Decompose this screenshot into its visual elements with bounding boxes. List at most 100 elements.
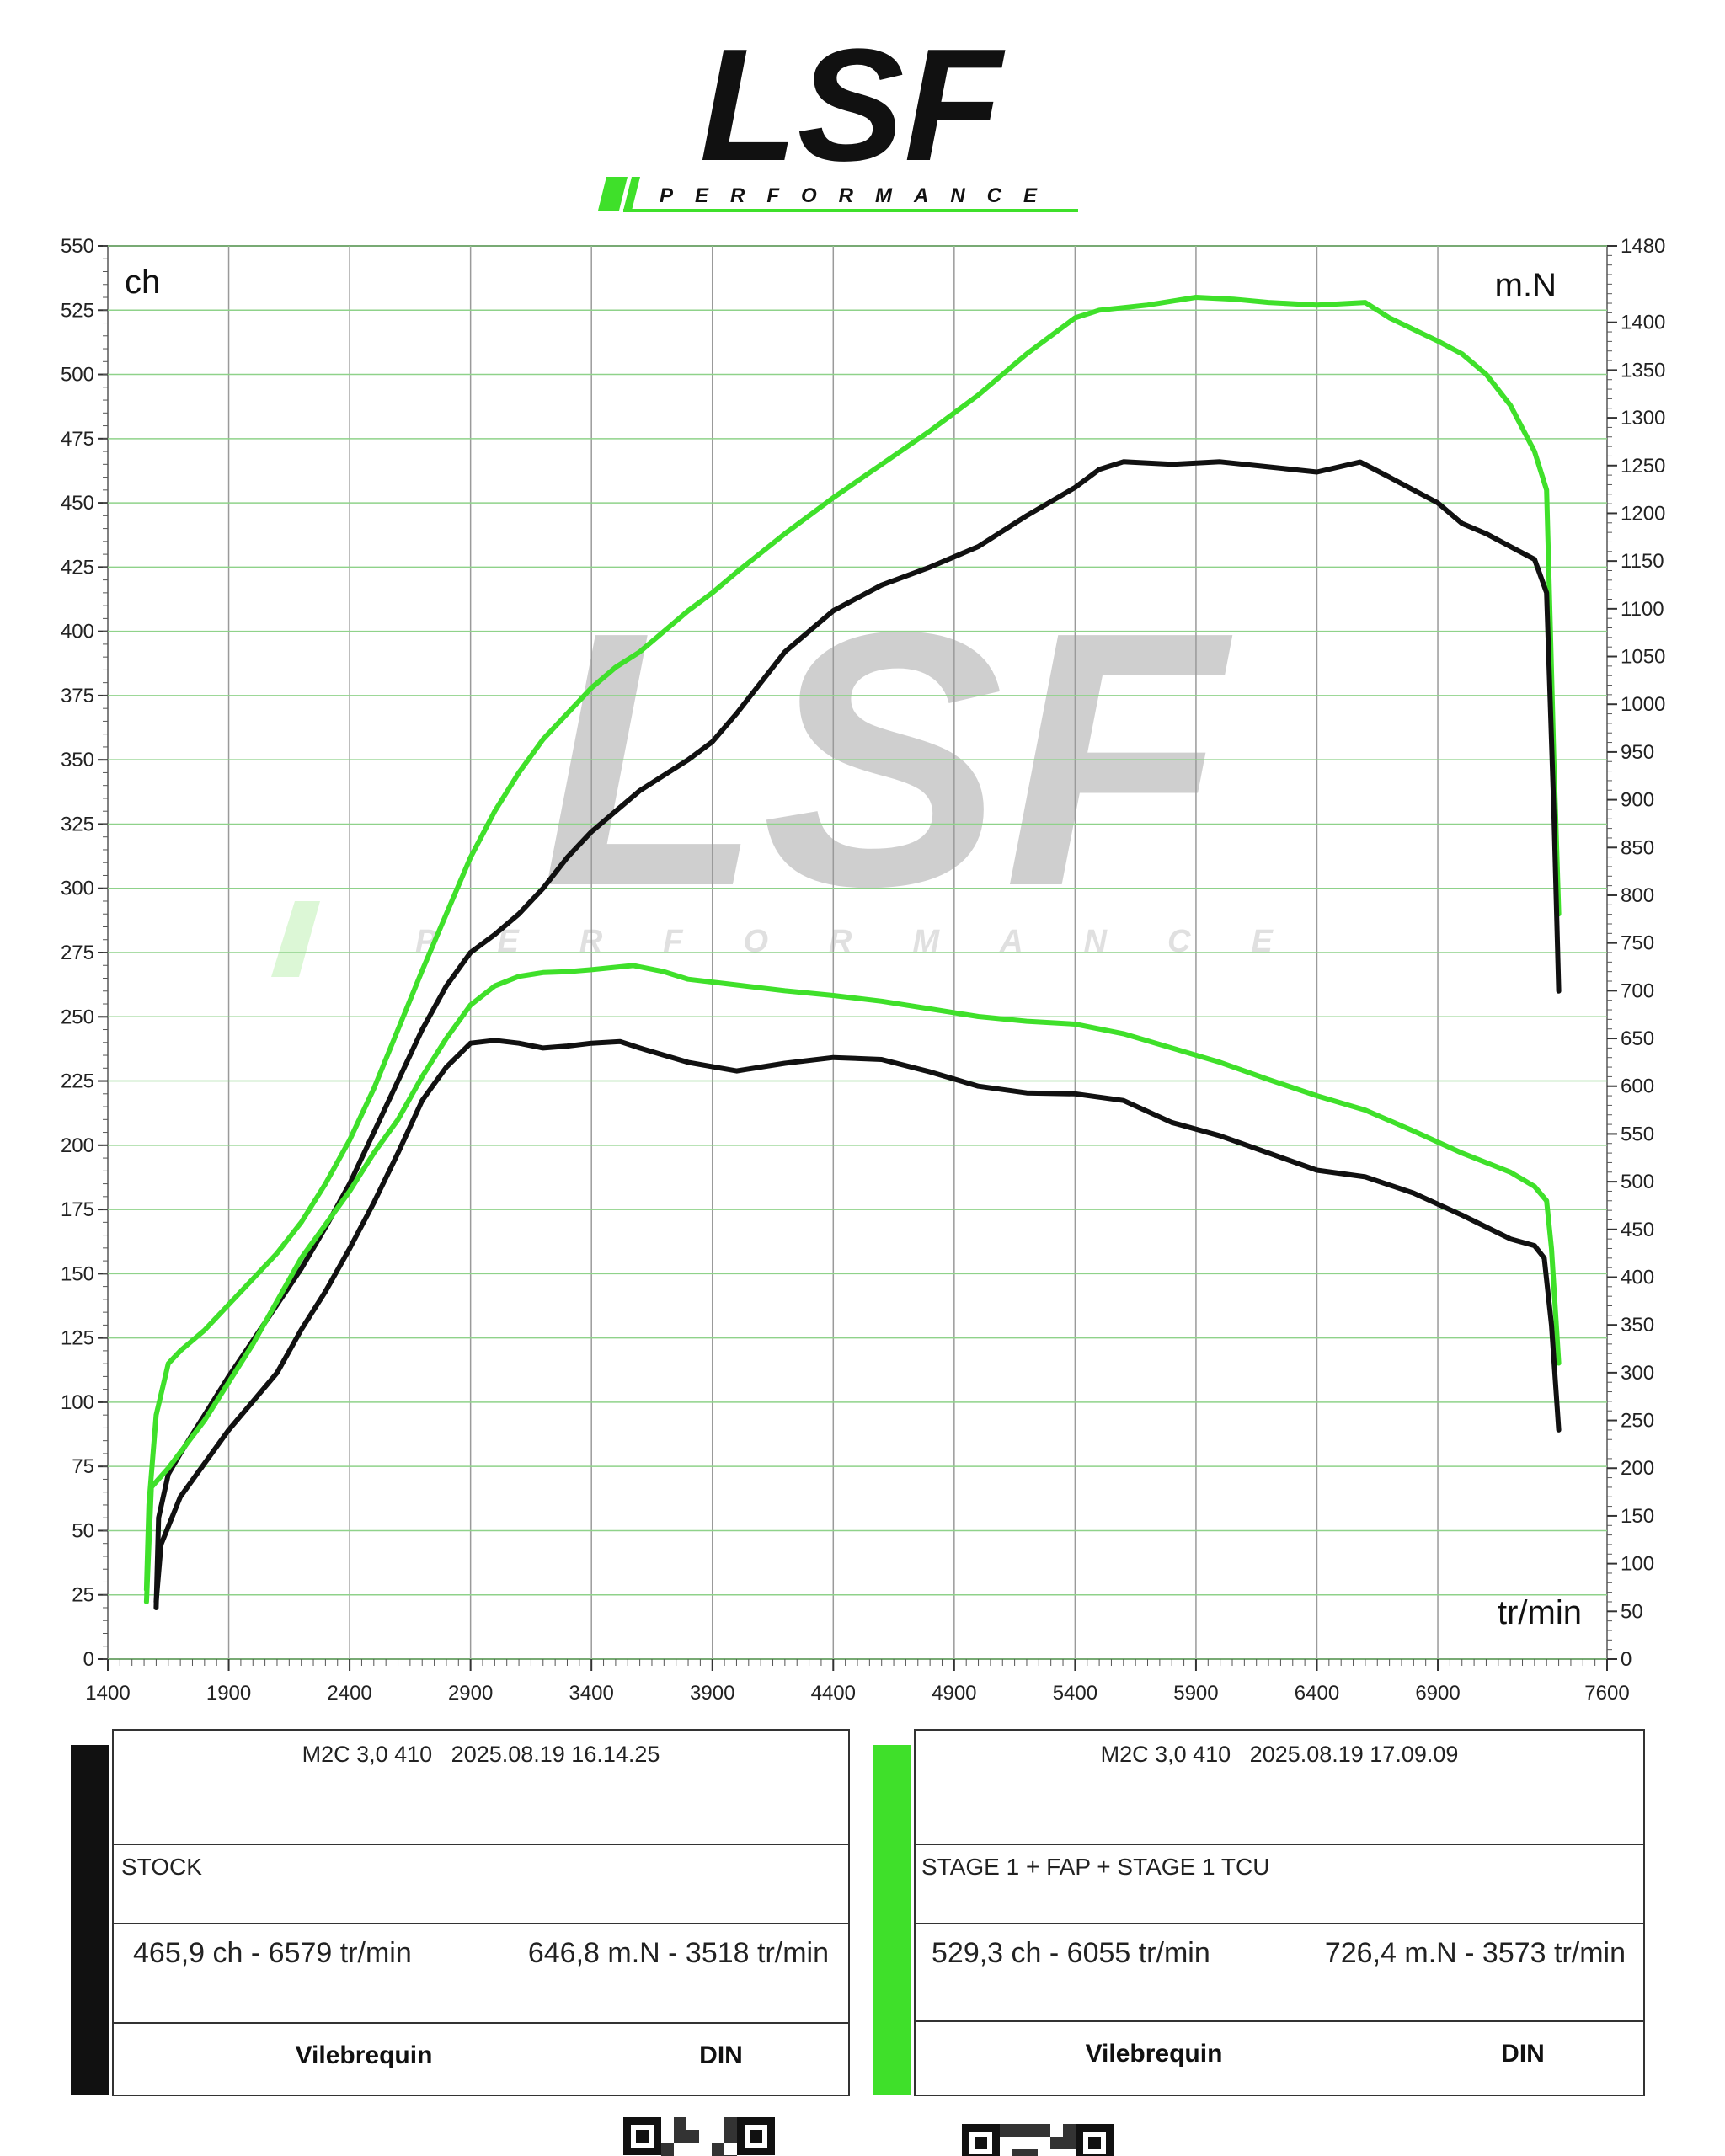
qr-code-icon [623,2117,775,2156]
qr-module [1025,2149,1038,2156]
y-left-tick-label: 325 [61,813,94,835]
y-right-tick-label: 600 [1621,1075,1654,1098]
y-left-tick-label: 225 [61,1070,94,1093]
y-right-tick-label: 500 [1621,1171,1654,1193]
x-tick-label: 4400 [811,1682,856,1705]
result-max-torque: 726,4 m.N - 3573 tr/min [1325,1937,1626,1969]
y-right-tick-label: 950 [1621,741,1654,764]
series-stage1-torque [143,963,1562,1604]
y-right-tick-label: 1480 [1621,235,1665,258]
logo-accent-icon [598,177,628,211]
x-tick-label: 6900 [1415,1682,1460,1705]
series-stage1-power [143,295,1562,1593]
x-tick-label: 3400 [569,1682,613,1705]
qr-module [686,2130,699,2143]
result-box-stock: M2C 3,0 410 2025.08.19 16.14.25 STOCK 46… [71,1729,850,2096]
series-lines [143,295,1562,1610]
result-header: M2C 3,0 410 2025.08.19 17.09.09 [1101,1742,1459,1767]
qr-module [1038,2124,1050,2137]
result-panel [112,1729,850,2096]
y-left-tick-label: 175 [61,1198,94,1221]
y-right-tick-label: 1300 [1621,407,1665,430]
qr-module [1000,2124,1012,2137]
x-tick-label: 3900 [690,1682,734,1705]
result-max-torque: 646,8 m.N - 3518 tr/min [528,1937,829,1969]
logo-tagline: PERFORMANCE [660,184,1059,207]
result-swatch [873,1745,911,2095]
result-run-name: STOCK [121,1854,202,1880]
qr-finder-dot [1088,2137,1101,2149]
y-right-unit-label: m.N [1495,267,1557,304]
result-panel [914,1729,1645,2096]
qr-module [1025,2124,1038,2137]
y-left-tick-label: 475 [61,428,94,451]
result-swatch [71,1745,109,2095]
series-stock-torque [153,1038,1562,1604]
result-box-stage1: M2C 3,0 410 2025.08.19 17.09.09 STAGE 1 … [873,1729,1645,2096]
y-left-tick-label: 525 [61,299,94,322]
y-left-tick-label: 100 [61,1391,94,1414]
y-left-tick-label: 400 [61,621,94,643]
dyno-chart: LSF PERFORMANCE 1400 1900 2400 2900 3400 3900… [61,235,1665,1705]
y-right-tick-label: 650 [1621,1027,1654,1050]
qr-module [1012,2149,1025,2156]
y-right-tick-label: 900 [1621,789,1654,812]
result-header: M2C 3,0 410 2025.08.19 16.14.25 [302,1742,660,1767]
x-tick-label: 1900 [206,1682,251,1705]
result-max-power: 465,9 ch - 6579 tr/min [133,1937,412,1969]
x-tick-label: 1400 [85,1682,130,1705]
y-left-tick-label: 150 [61,1262,94,1285]
y-left-tick-label: 275 [61,942,94,964]
y-right-tick-labels: 0 50 100 150 200 250 300 350 400 450 500 550 600 650 7… [1621,235,1665,1671]
y-right-tick-label: 550 [1621,1123,1654,1145]
qr-module [1063,2137,1076,2149]
y-left-tick-label: 550 [61,235,94,258]
y-right-tick-label: 800 [1621,884,1654,907]
y-right-tick-label: 150 [1621,1505,1654,1528]
result-measure-point: Vilebrequin [296,2041,433,2069]
qr-module [674,2130,686,2143]
qr-module [1012,2124,1025,2137]
qr-finder-dot [750,2130,762,2143]
y-right-tick-label: 700 [1621,979,1654,1002]
top-logo: LSF PERFORMANCE [598,16,1078,212]
y-right-tick-label: 1250 [1621,455,1665,478]
x-tick-label: 6400 [1295,1682,1339,1705]
y-left-tick-label: 375 [61,685,94,707]
result-measure-point: Vilebrequin [1086,2040,1223,2068]
y-right-tick-label: 300 [1621,1362,1654,1385]
x-tick-label: 5900 [1173,1682,1218,1705]
y-right-tick-label: 200 [1621,1457,1654,1480]
result-norm: DIN [699,2041,743,2069]
y-right-tick-label: 1150 [1621,550,1664,573]
result-run-name: STAGE 1 + FAP + STAGE 1 TCU [921,1854,1269,1880]
qr-module [674,2117,686,2130]
y-right-tick-label: 1000 [1621,693,1665,716]
x-tick-label: 2900 [448,1682,493,1705]
y-right-tick-label: 1200 [1621,502,1665,525]
qr-module [712,2143,724,2155]
logo-brand: LSF [700,16,1007,195]
y-right-tick-label: 750 [1621,932,1654,955]
y-right-tick-label: 1400 [1621,312,1665,334]
qr-module [724,2130,737,2143]
y-right-tick-label: 400 [1621,1266,1654,1289]
y-left-tick-label: 500 [61,364,94,387]
y-left-tick-label: 0 [83,1648,94,1671]
x-tick-label: 5400 [1053,1682,1097,1705]
y-right-tick-label: 850 [1621,836,1654,859]
y-right-tick-label: 350 [1621,1314,1654,1337]
y-left-tick-label: 425 [61,556,94,579]
watermark-tagline: PERFORMANCE [415,924,1333,959]
qr-finder-dot [975,2137,987,2149]
qr-finder-dot [636,2130,649,2143]
y-left-tick-label: 125 [61,1327,94,1350]
y-right-tick-label: 1350 [1621,359,1665,382]
y-left-tick-label: 25 [72,1584,94,1607]
y-left-tick-label: 350 [61,749,94,771]
qr-code-icon [962,2124,1114,2156]
y-right-tick-label: 0 [1621,1648,1632,1671]
y-left-tick-label: 250 [61,1006,94,1028]
y-left-tick-label: 450 [61,492,94,515]
